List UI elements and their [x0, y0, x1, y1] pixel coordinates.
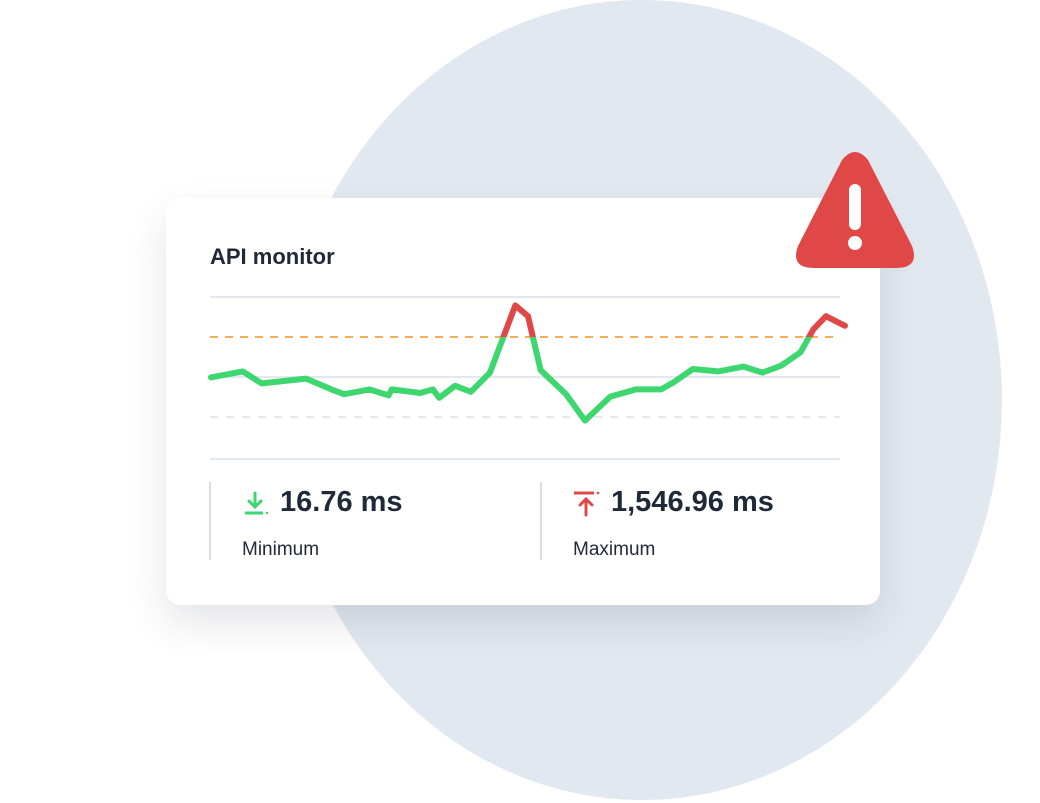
- warning-triangle-icon: [796, 152, 914, 268]
- api-monitor-card: API monitor 16.76 ms Minimum 1,546.96 ms…: [166, 198, 880, 605]
- arrow-down-to-line-icon: [245, 491, 269, 514]
- stat-maximum: 1,546.96 ms Maximum: [540, 482, 774, 560]
- maximum-value: 1,546.96 ms: [611, 486, 774, 518]
- series-line-normal: [208, 336, 813, 424]
- series-line-above-threshold: [500, 302, 848, 337]
- minimum-label: Minimum: [242, 539, 320, 560]
- card-title: API monitor: [210, 244, 335, 269]
- minimum-value: 16.76 ms: [280, 486, 403, 518]
- maximum-label: Maximum: [573, 539, 656, 560]
- stat-minimum: 16.76 ms Minimum: [209, 482, 403, 560]
- arrow-up-to-line-icon: [574, 491, 600, 516]
- latency-chart: [208, 296, 848, 460]
